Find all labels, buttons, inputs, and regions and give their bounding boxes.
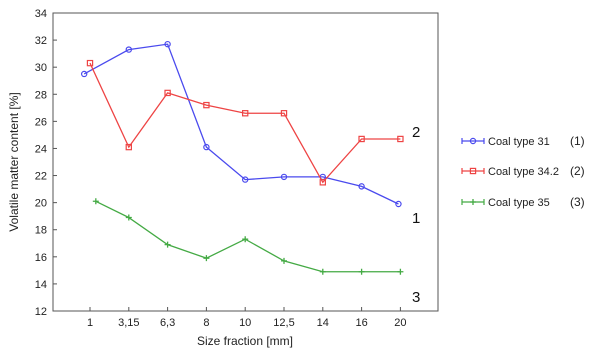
legend: Coal type 31 (1)Coal type 34.2 (2)Coal typ… [461, 134, 585, 209]
data-point [397, 135, 404, 143]
x-axis: 1 3,15 6,3 8 10 12,5 14 16 20 [87, 307, 407, 329]
data-point [319, 179, 327, 186]
data-point [242, 236, 249, 243]
series-2 [86, 59, 404, 186]
data-point [395, 200, 402, 208]
y-tick-label: 20 [35, 198, 47, 210]
series-lines [80, 40, 404, 275]
legend-label: Coal type 31 [488, 136, 550, 148]
y-tick-label: 32 [35, 35, 47, 47]
y-tick-label: 26 [35, 116, 47, 128]
y-tick-label: 12 [35, 306, 47, 318]
data-point [125, 214, 132, 221]
x-tick-label: 1 [87, 317, 93, 329]
y-tick-label: 28 [35, 89, 47, 101]
data-point [125, 46, 133, 53]
series-end-labels: 1 2 3 [412, 124, 420, 306]
x-tick-label: 8 [203, 317, 209, 329]
y-tick-label: 16 [35, 252, 47, 264]
data-point [242, 110, 249, 117]
y-axis: 12 14 16 18 20 22 24 26 28 30 32 34 [35, 8, 57, 318]
y-tick-label: 30 [35, 62, 47, 74]
x-tick-label: 16 [355, 317, 367, 329]
y-tick-label: 18 [35, 225, 47, 237]
series-3 [92, 198, 404, 275]
x-axis-label: Size fraction [mm] [197, 334, 293, 348]
data-point [92, 198, 99, 205]
legend-number: (2) [570, 164, 585, 178]
data-point [319, 268, 326, 275]
data-point [164, 40, 171, 48]
legend-label: Coal type 35 [488, 197, 550, 209]
plot-area [52, 12, 439, 312]
data-point [241, 176, 249, 183]
legend-item: Coal type 34.2 (2) [461, 164, 585, 178]
x-tick-label: 14 [317, 317, 329, 329]
legend-number: (1) [570, 134, 585, 148]
data-point [203, 255, 210, 262]
data-point [203, 143, 210, 151]
data-point [280, 173, 288, 181]
x-tick-label: 20 [394, 317, 406, 329]
y-tick-label: 22 [35, 171, 47, 183]
legend-label: Coal type 34.2 [488, 166, 559, 178]
y-tick-label: 34 [35, 8, 47, 20]
data-point [281, 257, 287, 264]
data-point [358, 135, 365, 143]
legend-marker [469, 167, 477, 175]
data-point [164, 241, 171, 248]
x-tick-label: 6,3 [160, 317, 175, 329]
y-axis-label: Volatile matter content [%] [7, 92, 21, 231]
series-line [83, 43, 399, 205]
series-end-label: 1 [412, 210, 420, 227]
legend-item: Coal type 35 (3) [461, 195, 585, 209]
data-point [125, 143, 132, 151]
data-point [80, 70, 88, 78]
x-tick-label: 12,5 [273, 317, 294, 329]
legend-marker [470, 199, 476, 205]
series-line [89, 62, 401, 184]
data-point [358, 183, 365, 190]
data-point [358, 268, 365, 275]
data-point [397, 268, 404, 275]
y-tick-label: 24 [35, 143, 47, 155]
series-end-label: 3 [412, 289, 420, 306]
series-1 [80, 40, 402, 208]
x-tick-label: 3,15 [118, 317, 139, 329]
series-end-label: 2 [412, 124, 420, 141]
legend-item: Coal type 31 (1) [461, 134, 585, 148]
legend-number: (3) [570, 195, 585, 209]
x-tick-label: 10 [239, 317, 251, 329]
data-point [86, 59, 94, 67]
legend-marker [469, 137, 477, 145]
data-point [164, 89, 171, 97]
data-point [203, 101, 210, 109]
data-point [280, 110, 288, 117]
y-tick-label: 14 [35, 279, 47, 291]
